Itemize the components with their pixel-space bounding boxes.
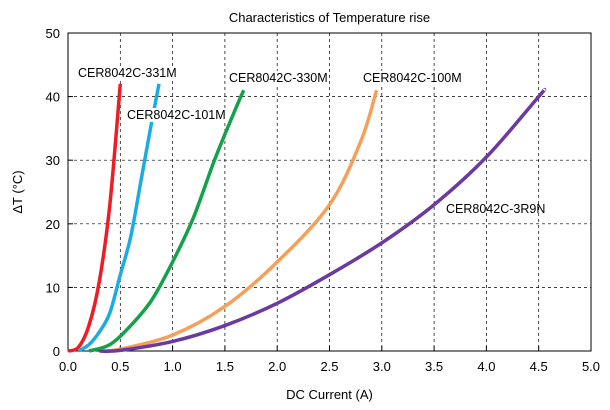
series-line-330m — [88, 89, 246, 353]
x-axis-title: DC Current (A) — [286, 387, 373, 402]
y-tick-label: 10 — [46, 280, 60, 295]
series-label-100m: CER8042C-100M — [362, 71, 463, 85]
series-label-text: CER8042C-101M — [127, 108, 226, 122]
y-tick-label: 40 — [46, 90, 60, 105]
series-label-background — [77, 66, 178, 80]
x-tick-label: 2.5 — [320, 359, 338, 374]
x-tick-label: 4.5 — [530, 359, 548, 374]
y-tick-label: 0 — [53, 344, 60, 359]
series-label-background — [126, 108, 227, 122]
series-line-101m — [77, 83, 161, 353]
series-label-330m: CER8042C-330M — [228, 71, 329, 85]
x-tick-label: 1.0 — [164, 359, 182, 374]
y-tick-label: 50 — [46, 26, 60, 41]
series-line-331m — [67, 83, 123, 353]
x-tick-label: 0.0 — [59, 359, 77, 374]
x-tick-label: 0.5 — [111, 359, 129, 374]
series-label-background — [228, 71, 329, 85]
x-tick-label: 1.5 — [216, 359, 234, 374]
series-label-text: CER8042C-3R9N — [446, 202, 545, 216]
series-label-331m: CER8042C-331M — [77, 66, 178, 80]
series-label-101m: CER8042C-101M — [126, 108, 227, 122]
series-label-text: CER8042C-100M — [363, 71, 462, 85]
series-labels: CER8042C-331M CER8042C-101M CER8042C-330M C… — [77, 66, 545, 216]
grid-lines — [68, 33, 591, 351]
series-label-text: CER8042C-330M — [229, 71, 328, 85]
x-tick-label: 3.5 — [425, 359, 443, 374]
series-label-text: CER8042C-331M — [78, 66, 177, 80]
series-label-background — [362, 71, 463, 85]
x-tick-label: 3.0 — [373, 359, 391, 374]
axis-ticks: 0.0 0.5 1.0 1.5 2.0 2.5 3.0 3.5 4.0 4.5 5.0 0 10 20 30… — [46, 26, 601, 374]
y-tick-label: 20 — [46, 217, 60, 232]
chart-title: Characteristics of Temperature rise — [229, 10, 430, 25]
x-tick-label: 4.0 — [477, 359, 495, 374]
x-tick-label: 2.0 — [268, 359, 286, 374]
x-tick-label: 5.0 — [582, 359, 600, 374]
series-lines — [67, 83, 547, 353]
y-axis-title: ΔT (°C) — [10, 170, 25, 213]
y-tick-label: 30 — [46, 153, 60, 168]
series-line-3r9n — [99, 87, 547, 353]
series-label-3r9n: CER8042C-3R9N — [446, 202, 545, 216]
